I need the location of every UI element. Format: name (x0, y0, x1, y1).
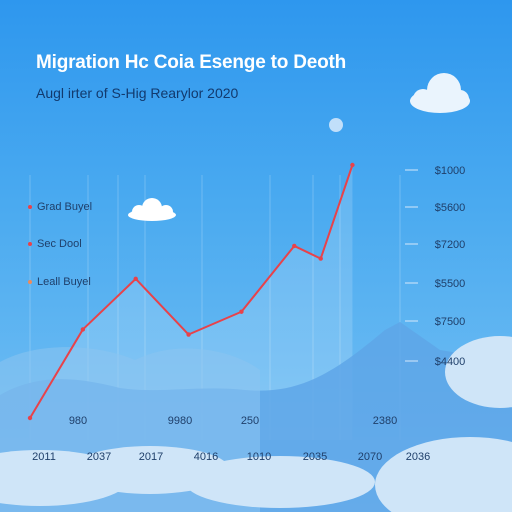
sun (329, 118, 343, 132)
data-point-6 (292, 243, 297, 249)
legend-label: Sec Dool (37, 238, 82, 250)
x-axis-ticks: 2011 2037 2017 4016 1010 2035 2070 2036 (32, 451, 430, 463)
y-tick-label: $5500 (435, 278, 466, 290)
data-label: 2380 (373, 415, 397, 427)
y-tick-label: $4400 (435, 356, 466, 368)
chart-subtitle: Augl irter of S-Hig Rearylor 2020 (36, 85, 239, 101)
cloud-top-right (410, 73, 470, 113)
series-polyline (29, 164, 354, 419)
legend-marker-icon (28, 280, 32, 284)
data-label: 9980 (168, 415, 192, 427)
y-tick-label: $1000 (435, 165, 466, 177)
y-tick-label: $5600 (435, 202, 466, 214)
chart-title: Migration Hc Coia Esenge to Deoth (36, 52, 347, 73)
x-tick-label: 2036 (406, 451, 430, 463)
data-point-3 (133, 276, 138, 282)
x-tick-label: 4016 (194, 451, 218, 463)
x-tick-label: 2017 (139, 451, 163, 463)
legend-marker-icon (28, 242, 32, 246)
cloud-small (128, 198, 176, 221)
legend-marker-icon (28, 205, 32, 209)
data-labels: 980 9980 250 2380 (69, 415, 397, 427)
y-tick-label: $7200 (435, 239, 466, 251)
data-label: 250 (241, 415, 259, 427)
data-point-7 (318, 256, 323, 261)
decorations (128, 73, 470, 221)
data-point-8 (350, 162, 355, 168)
series-line (29, 164, 354, 419)
legend-item-2: Sec Dool (28, 238, 82, 250)
legend-item-1: Grad Buyel (28, 201, 92, 213)
data-point-1 (27, 415, 33, 421)
legend-label: Grad Buyel (37, 201, 93, 213)
x-tick-label: 1010 (247, 451, 271, 463)
x-tick-label: 2035 (303, 451, 327, 463)
x-tick-label: 2037 (87, 451, 111, 463)
y-axis-ticks: $1000 $5600 $7200 $5500 $7500 $4400 (405, 165, 465, 368)
data-label: 980 (69, 415, 87, 427)
foreground-clouds (0, 336, 512, 512)
y-tick-label: $7500 (435, 316, 466, 328)
legend-label: Leall Buyel (37, 276, 91, 288)
legend-item-3: Leall Buyel (28, 276, 91, 288)
data-point-2 (80, 327, 86, 332)
data-point-5 (239, 309, 244, 314)
x-tick-label: 2011 (32, 451, 56, 463)
data-point-4 (186, 332, 191, 337)
series-points (27, 162, 355, 421)
x-tick-label: 2070 (358, 451, 382, 463)
